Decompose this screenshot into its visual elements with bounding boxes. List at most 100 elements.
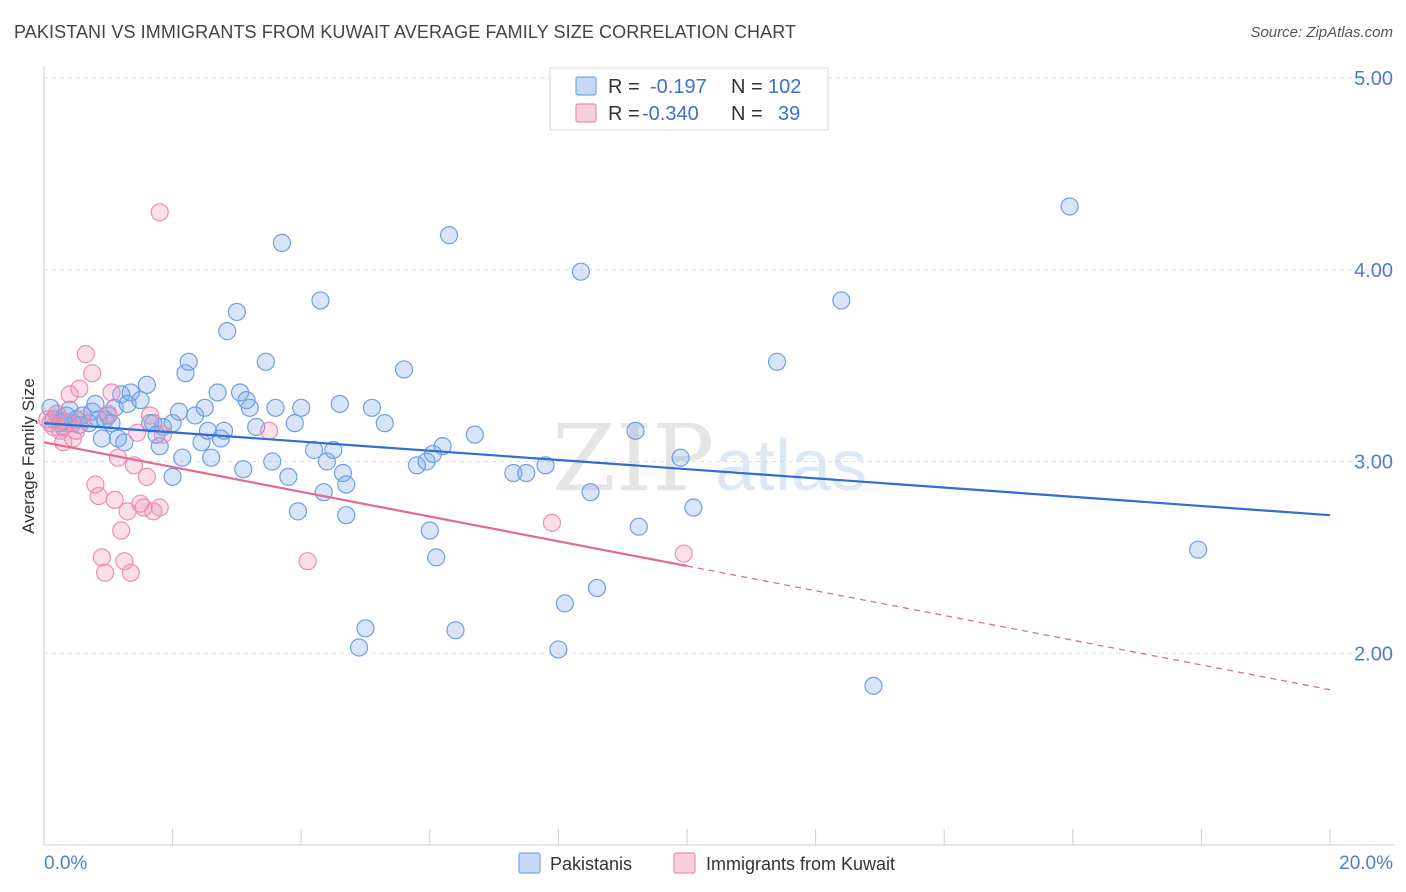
y-axis-label: Average Family Size (19, 378, 38, 534)
point-kuwait-19 (102, 383, 121, 402)
point-pakistanis-100 (1189, 540, 1208, 559)
point-pakistanis-82 (446, 621, 465, 640)
trend-line-kuwait-extrapolated (686, 565, 1331, 691)
point-pakistanis-42 (202, 448, 221, 467)
point-pakistanis-79 (427, 548, 446, 567)
point-pakistanis-64 (317, 452, 337, 471)
point-pakistanis-15 (92, 429, 111, 448)
x-tick-label-min: 0.0% (44, 853, 87, 874)
y-tick-label-3: 5.00 (1354, 68, 1393, 90)
point-kuwait-16 (92, 548, 111, 567)
point-pakistanis-35 (173, 448, 192, 467)
point-pakistanis-25 (131, 391, 150, 410)
point-kuwait-29 (134, 498, 153, 517)
point-pakistanis-99 (1060, 197, 1079, 216)
point-pakistanis-37 (179, 352, 198, 371)
legend-r-label-1: R = (608, 76, 640, 98)
point-pakistanis-34 (169, 402, 189, 421)
point-pakistanis-46 (218, 322, 237, 341)
legend-bottom-label-pakistanis: Pakistanis (550, 854, 632, 874)
x-tick-label-max: 20.0% (1339, 853, 1393, 874)
legend-bottom-label-kuwait: Immigrants from Kuwait (706, 854, 895, 874)
point-pakistanis-89 (571, 262, 591, 281)
legend-top: R = -0.197 N = 102 R = -0.340 N = 39 (549, 67, 829, 131)
point-pakistanis-77 (420, 521, 439, 540)
point-pakistanis-53 (256, 352, 275, 371)
point-pakistanis-75 (407, 456, 427, 475)
point-pakistanis-88 (555, 594, 574, 613)
legend-bottom-swatch-pakistanis (518, 852, 541, 874)
point-pakistanis-72 (362, 398, 382, 417)
point-pakistanis-78 (423, 444, 443, 463)
point-pakistanis-95 (684, 498, 703, 517)
trend-lines (43, 422, 1331, 691)
chart-title: PAKISTANI VS IMMIGRANTS FROM KUWAIT AVER… (14, 22, 797, 42)
point-pakistanis-40 (195, 398, 214, 417)
legend-swatch-pakistanis (575, 76, 597, 96)
point-kuwait-12 (76, 345, 95, 364)
point-kuwait-20 (105, 490, 124, 509)
point-pakistanis-93 (629, 517, 648, 536)
point-pakistanis-36 (176, 364, 195, 383)
point-kuwait-39 (674, 544, 693, 563)
point-kuwait-33 (150, 498, 169, 517)
point-pakistanis-13 (86, 394, 105, 414)
source-label: Source: ZipAtlas.com (1250, 24, 1393, 41)
point-kuwait-35 (153, 425, 173, 444)
point-pakistanis-47 (227, 302, 246, 322)
point-pakistanis-51 (240, 398, 259, 417)
point-pakistanis-67 (333, 463, 353, 483)
point-kuwait-37 (298, 552, 317, 571)
point-kuwait-11 (73, 410, 92, 429)
data-points (38, 197, 1208, 695)
point-pakistanis-62 (311, 291, 330, 310)
point-pakistanis-94 (671, 448, 690, 467)
watermark-atlas: atlas (715, 426, 867, 506)
point-kuwait-38 (542, 513, 562, 532)
gridlines (44, 77, 1395, 654)
point-pakistanis-74 (394, 360, 414, 379)
point-pakistanis-84 (504, 463, 523, 483)
legend-swatch-kuwait (575, 103, 597, 123)
point-pakistanis-49 (234, 460, 253, 479)
point-pakistanis-70 (349, 638, 369, 657)
point-pakistanis-69 (337, 506, 356, 525)
point-pakistanis-55 (266, 398, 285, 417)
point-pakistanis-81 (439, 226, 459, 245)
point-kuwait-7 (60, 385, 79, 404)
point-kuwait-34 (150, 203, 169, 222)
point-pakistanis-38 (186, 406, 205, 425)
point-pakistanis-26 (137, 375, 156, 394)
point-kuwait-14 (86, 475, 105, 494)
point-kuwait-10 (70, 379, 89, 398)
point-pakistanis-24 (121, 383, 140, 402)
point-kuwait-13 (83, 364, 102, 383)
legend-n-label-2: N = (731, 103, 763, 125)
point-pakistanis-66 (330, 394, 349, 414)
point-pakistanis-87 (549, 640, 568, 659)
legend-bottom-swatch-kuwait (673, 852, 696, 874)
point-kuwait-17 (95, 563, 115, 582)
trend-line-kuwait (43, 441, 688, 568)
legend-n-value-1: 102 (768, 76, 801, 98)
point-pakistanis-97 (832, 291, 851, 310)
point-pakistanis-33 (163, 467, 182, 486)
legend-n-label-1: N = (731, 76, 763, 98)
point-pakistanis-73 (375, 414, 394, 433)
point-pakistanis-83 (465, 425, 484, 444)
point-kuwait-23 (115, 552, 134, 571)
y-tick-labels: 2.00 3.00 4.00 5.00 (1354, 68, 1393, 665)
point-pakistanis-92 (626, 421, 645, 440)
point-pakistanis-60 (292, 398, 311, 417)
axes (43, 66, 1395, 846)
point-pakistanis-57 (279, 467, 298, 486)
point-pakistanis-71 (356, 619, 375, 638)
point-pakistanis-90 (581, 483, 600, 502)
point-pakistanis-96 (767, 352, 787, 371)
legend-r-value-1: -0.197 (650, 76, 707, 98)
point-kuwait-3 (47, 404, 66, 423)
point-pakistanis-59 (288, 502, 308, 521)
point-pakistanis-22 (115, 433, 134, 452)
point-kuwait-22 (112, 521, 131, 540)
